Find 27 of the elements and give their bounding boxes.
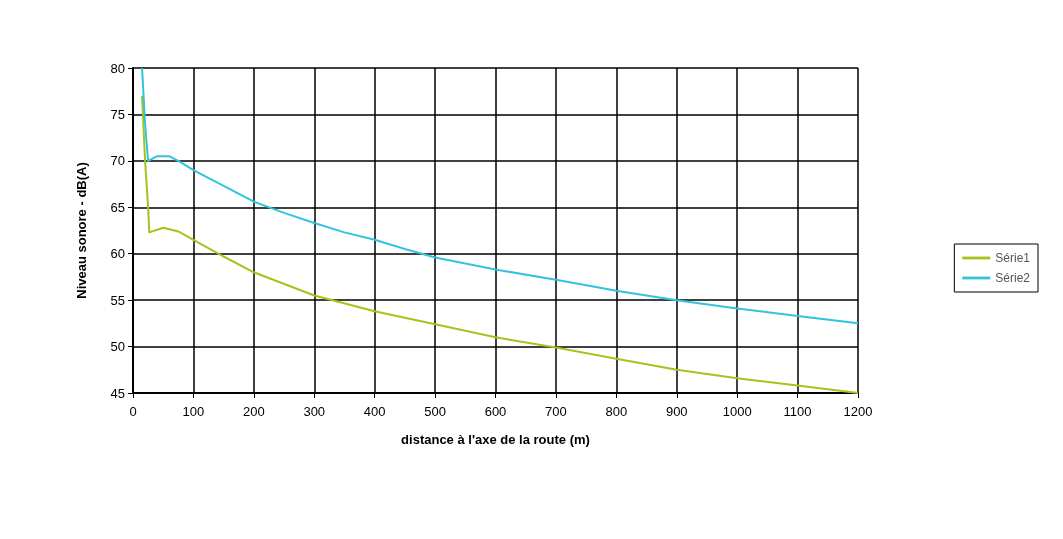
x-tick-label: 200 <box>242 404 265 419</box>
x-tick-label: 700 <box>545 404 567 419</box>
y-tick-label: 75 <box>110 106 125 122</box>
x-tick-label: 1200 <box>843 404 873 419</box>
x-axis-title: distance à l'axe de la route (m) <box>401 432 590 447</box>
x-tick-label: 800 <box>605 404 628 419</box>
x-tick-label: 400 <box>363 404 386 419</box>
line-series <box>141 94 859 394</box>
y-tick-label: 65 <box>110 199 125 215</box>
y-tick-label: 70 <box>110 153 125 169</box>
y-tick-label: 50 <box>110 339 125 355</box>
x-tick-label: 1000 <box>722 404 752 419</box>
legend-label: Série1 <box>995 251 1031 265</box>
line-series <box>141 67 859 325</box>
y-tick-label: 55 <box>110 292 125 308</box>
y-tick-label: 60 <box>110 246 125 262</box>
x-tick-label: 900 <box>665 404 688 419</box>
y-tick-label: 45 <box>110 385 125 401</box>
legend-label: Série2 <box>995 271 1031 285</box>
y-tick-label: 80 <box>110 60 125 76</box>
x-tick-label: 600 <box>484 404 507 419</box>
x-tick-label: 300 <box>303 404 326 419</box>
x-tick-label: 0 <box>129 404 137 419</box>
x-tick-label: 1100 <box>783 404 812 419</box>
x-tick-label: 100 <box>182 404 205 419</box>
x-tick-label: 500 <box>424 404 446 419</box>
y-axis-title: Niveau sonore - dB(A) <box>74 162 89 299</box>
